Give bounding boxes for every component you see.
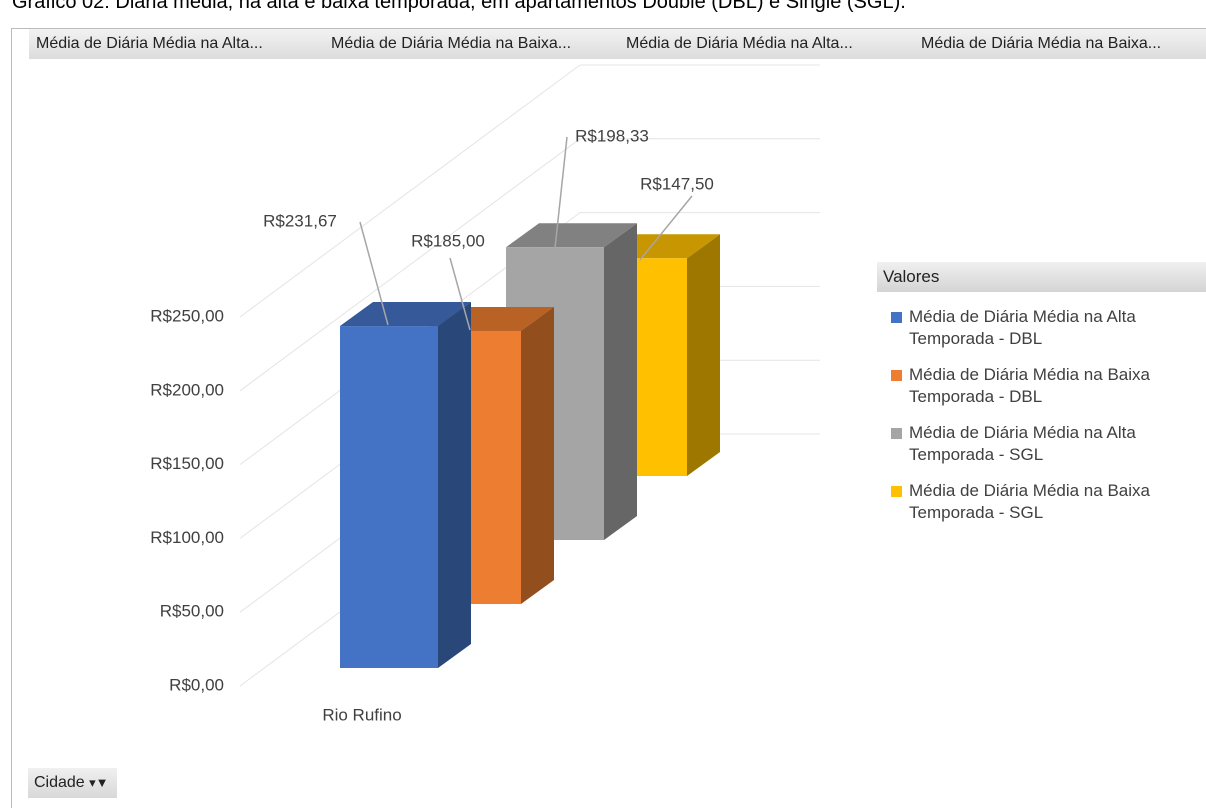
bar-top [506, 223, 637, 248]
legend: Valores Média de Diária Média na Alta Te… [877, 262, 1206, 524]
legend-item: Média de Diária Média na Baixa Temporada… [891, 364, 1199, 408]
legend-swatch [891, 428, 902, 439]
y-tick-label: R$150,00 [150, 454, 224, 473]
bar [340, 326, 438, 668]
field-button[interactable]: Média de Diária Média na Baixa... [914, 29, 1206, 59]
data-label: R$147,50 [640, 174, 714, 193]
y-tick-label: R$250,00 [150, 306, 224, 325]
leader-line [554, 136, 568, 249]
y-tick-label: R$200,00 [150, 380, 224, 399]
field-button[interactable]: Média de Diária Média na Baixa... [324, 29, 620, 59]
field-button[interactable]: Média de Diária Média na Alta... [619, 29, 915, 59]
data-label: R$185,00 [411, 231, 485, 250]
bar-top [340, 302, 471, 327]
grid-line [239, 138, 581, 392]
field-button[interactable]: Média de Diária Média na Alta... [29, 29, 325, 59]
legend-label: Média de Diária Média na Alta Temporada … [909, 307, 1136, 348]
leader-line [449, 257, 471, 331]
legend-swatch [891, 370, 902, 381]
y-tick-label: R$0,00 [169, 675, 224, 694]
bar-side [438, 302, 471, 668]
legend-swatch [891, 312, 902, 323]
chart-frame [11, 28, 1206, 808]
grid-line [239, 64, 581, 318]
data-label: R$231,67 [263, 211, 337, 230]
legend-item: Média de Diária Média na Alta Temporada … [891, 422, 1199, 466]
legend-swatch [891, 486, 902, 497]
bar-side [604, 223, 637, 540]
bar-side [521, 306, 554, 604]
leader-line [359, 221, 389, 326]
leader-line [639, 195, 693, 261]
filter-button[interactable]: Cidade ▾▼ [28, 768, 117, 798]
y-tick-label: R$100,00 [150, 528, 224, 547]
legend-item: Média de Diária Média na Alta Temporada … [891, 306, 1199, 350]
legend-label: Média de Diária Média na Baixa Temporada… [909, 365, 1150, 406]
caption: Gráfico 02: Diária média, na alta e baix… [12, 0, 906, 13]
x-tick-label: Rio Rufino [322, 705, 401, 724]
legend-item: Média de Diária Média na Baixa Temporada… [891, 480, 1199, 524]
legend-title: Valores [877, 262, 1206, 292]
legend-label: Média de Diária Média na Baixa Temporada… [909, 481, 1150, 522]
filter-label: Cidade [34, 774, 85, 791]
legend-label: Média de Diária Média na Alta Temporada … [909, 423, 1136, 464]
data-label: R$198,33 [575, 126, 649, 145]
y-tick-label: R$50,00 [160, 602, 224, 621]
filter-icon: ▾▼ [89, 775, 109, 790]
bar-side [687, 234, 720, 476]
